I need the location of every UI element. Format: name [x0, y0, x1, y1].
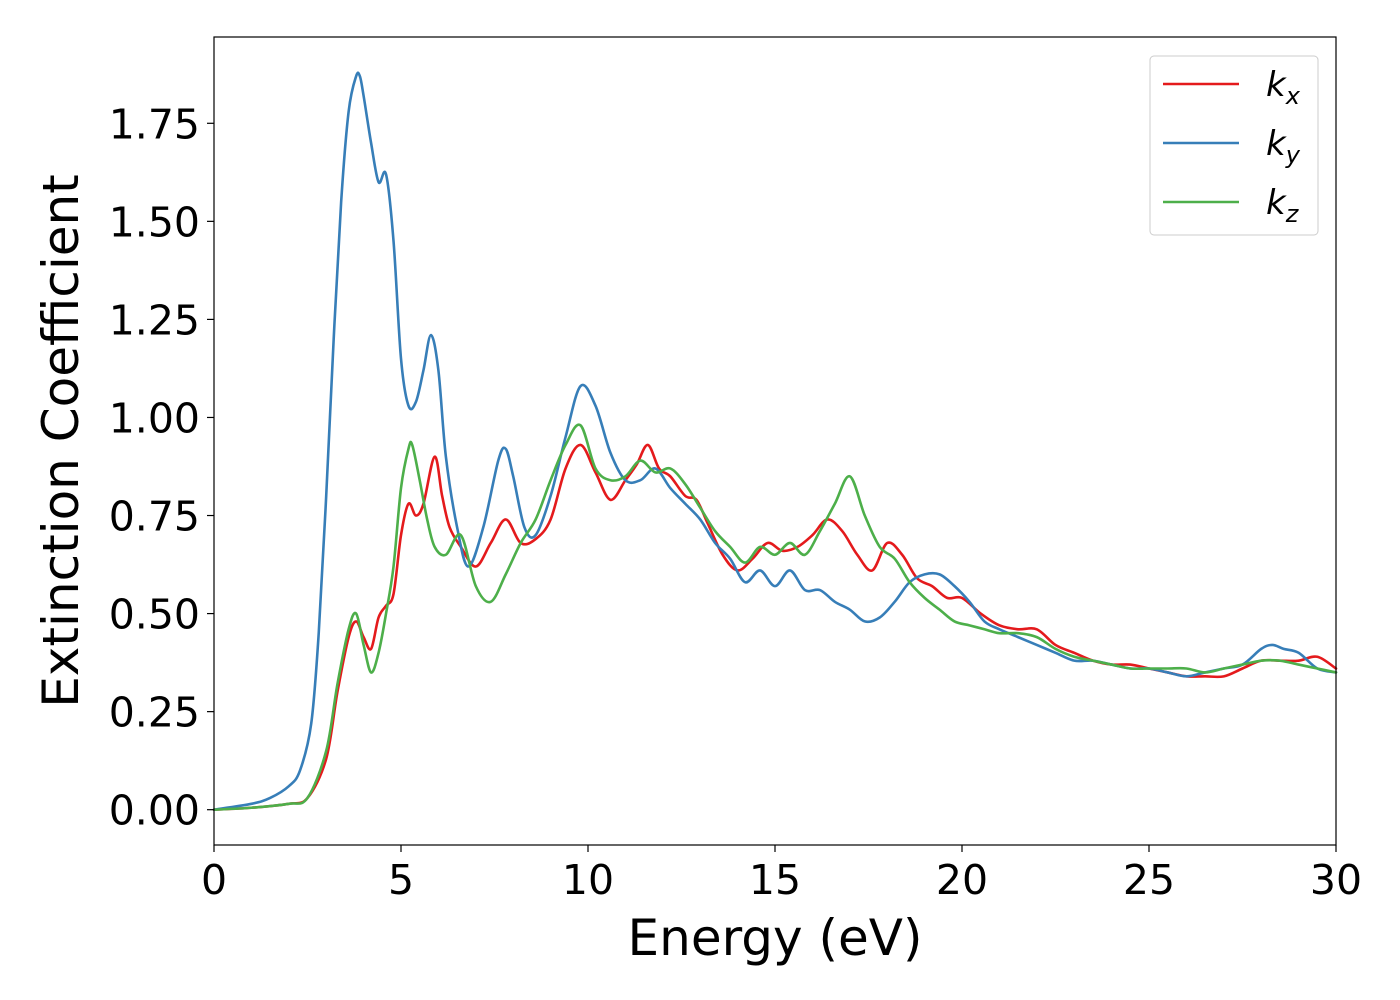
- x-tick-label: 5: [388, 856, 414, 904]
- y-axis: 0.00 0.25 0.50 0.75 1.00 1.25 1.50 1.75: [109, 100, 214, 835]
- y-tick-label: 1.25: [109, 296, 200, 344]
- series-line-k-z: [212, 423, 1338, 811]
- y-tick-label: 0.75: [109, 493, 200, 541]
- y-tick-label: 0.00: [109, 787, 200, 835]
- x-axis: 0 5 10 15 20 25 30: [201, 845, 1362, 904]
- x-tick-label: 30: [1310, 856, 1362, 904]
- y-axis-label: Extinction Coefficient: [32, 174, 90, 708]
- y-tick-label: 1.50: [109, 198, 200, 246]
- legend: kx ky kz: [1149, 55, 1319, 236]
- legend-box: [1149, 55, 1319, 236]
- y-tick-label: 1.75: [109, 100, 200, 148]
- y-tick-label: 0.50: [109, 591, 200, 639]
- x-tick-label: 0: [201, 856, 227, 904]
- legend-label-k-x: kx: [1266, 65, 1301, 110]
- legend-label-k-z: kz: [1266, 183, 1300, 228]
- legend-label-k-y: ky: [1266, 124, 1301, 169]
- x-tick-label: 10: [562, 856, 614, 904]
- x-axis-label: Energy (eV): [628, 909, 923, 967]
- x-tick-label: 25: [1123, 856, 1175, 904]
- y-tick-label: 1.00: [109, 394, 200, 442]
- x-tick-label: 20: [936, 856, 988, 904]
- x-tick-label: 15: [749, 856, 801, 904]
- y-tick-label: 0.25: [109, 689, 200, 737]
- series-line-k-x: [212, 443, 1338, 811]
- series-layer: [212, 71, 1338, 811]
